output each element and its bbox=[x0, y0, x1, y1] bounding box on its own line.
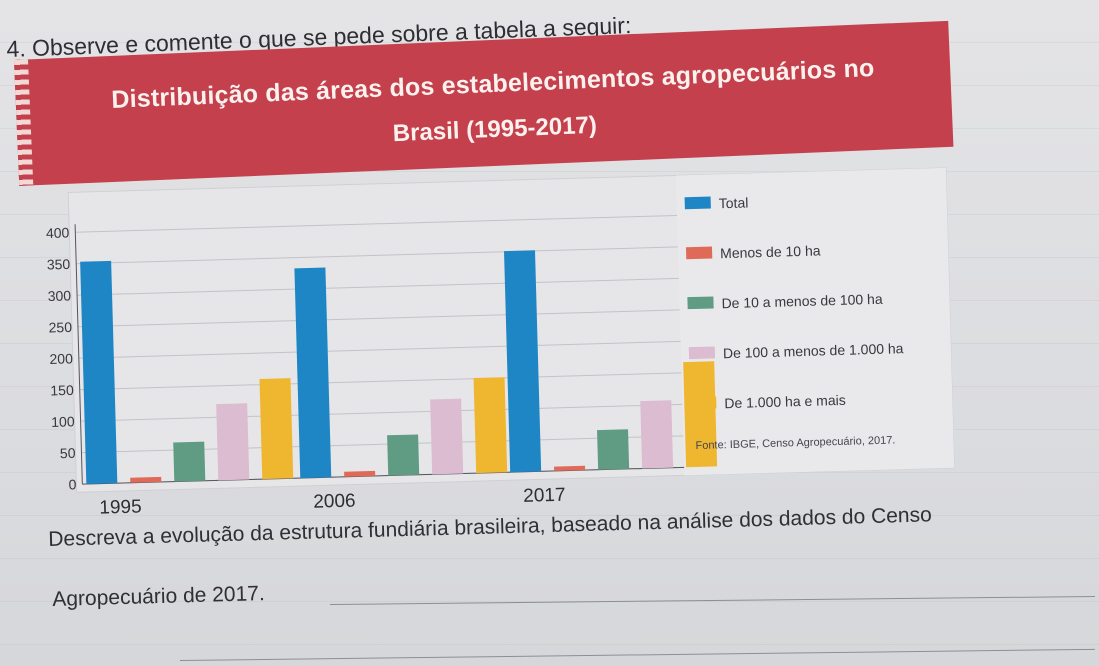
bar bbox=[473, 377, 508, 474]
legend-label: De 10 a menos de 100 ha bbox=[721, 291, 883, 311]
legend-panel bbox=[675, 167, 955, 476]
bar bbox=[173, 441, 206, 482]
bar bbox=[80, 260, 118, 485]
y-tick-label: 150 bbox=[50, 382, 74, 399]
legend-swatch bbox=[688, 346, 716, 360]
bar bbox=[504, 250, 542, 473]
gridline bbox=[75, 214, 678, 233]
y-tick-label: 350 bbox=[47, 256, 71, 273]
bar bbox=[130, 476, 162, 483]
x-tick-label: 2017 bbox=[523, 485, 566, 507]
legend-swatch bbox=[687, 296, 714, 310]
bar bbox=[597, 429, 630, 470]
bar bbox=[294, 267, 332, 479]
bar bbox=[554, 465, 586, 471]
bar bbox=[640, 400, 674, 469]
gridline bbox=[79, 372, 682, 391]
y-tick-label: 250 bbox=[48, 319, 72, 336]
bar bbox=[430, 398, 464, 475]
y-tick-label: 50 bbox=[60, 445, 76, 461]
bar bbox=[259, 378, 294, 480]
bar bbox=[683, 361, 718, 468]
bar bbox=[344, 470, 376, 477]
bar-chart: 0 50 100 150 200 250 300 350 400 1995 2006 2017 Tota… bbox=[12, 159, 971, 523]
bar-chart-svg: 0 50 100 150 200 250 300 350 400 1995 2006 2017 Tota… bbox=[46, 167, 955, 519]
gridline bbox=[80, 403, 683, 422]
source-note: Fonte: IBGE, Censo Agropecuário, 2017. bbox=[695, 434, 895, 452]
gridline bbox=[78, 340, 681, 359]
legend-label: De 1.000 ha e mais bbox=[724, 392, 846, 411]
y-tick-label: 200 bbox=[49, 350, 73, 367]
gridline bbox=[77, 309, 680, 328]
x-tick-label: 1995 bbox=[99, 497, 142, 519]
x-tick-label: 2006 bbox=[313, 491, 356, 513]
bar bbox=[387, 434, 420, 476]
y-axis-line bbox=[74, 224, 83, 485]
legend-label: Menos de 10 ha bbox=[720, 242, 821, 261]
legend-label: Total bbox=[719, 194, 749, 211]
y-tick-label: 400 bbox=[46, 224, 70, 241]
legend-label: De 100 a menos de 1.000 ha bbox=[723, 340, 904, 361]
y-tick-label: 100 bbox=[51, 413, 75, 430]
bar bbox=[216, 403, 250, 481]
legend-swatch bbox=[685, 246, 713, 260]
legend-swatch bbox=[684, 196, 711, 210]
gridline bbox=[77, 277, 679, 296]
legend-swatch bbox=[690, 396, 717, 410]
y-tick-label: 0 bbox=[68, 476, 76, 492]
y-tick-label: 300 bbox=[48, 287, 72, 304]
gridline bbox=[76, 246, 678, 265]
